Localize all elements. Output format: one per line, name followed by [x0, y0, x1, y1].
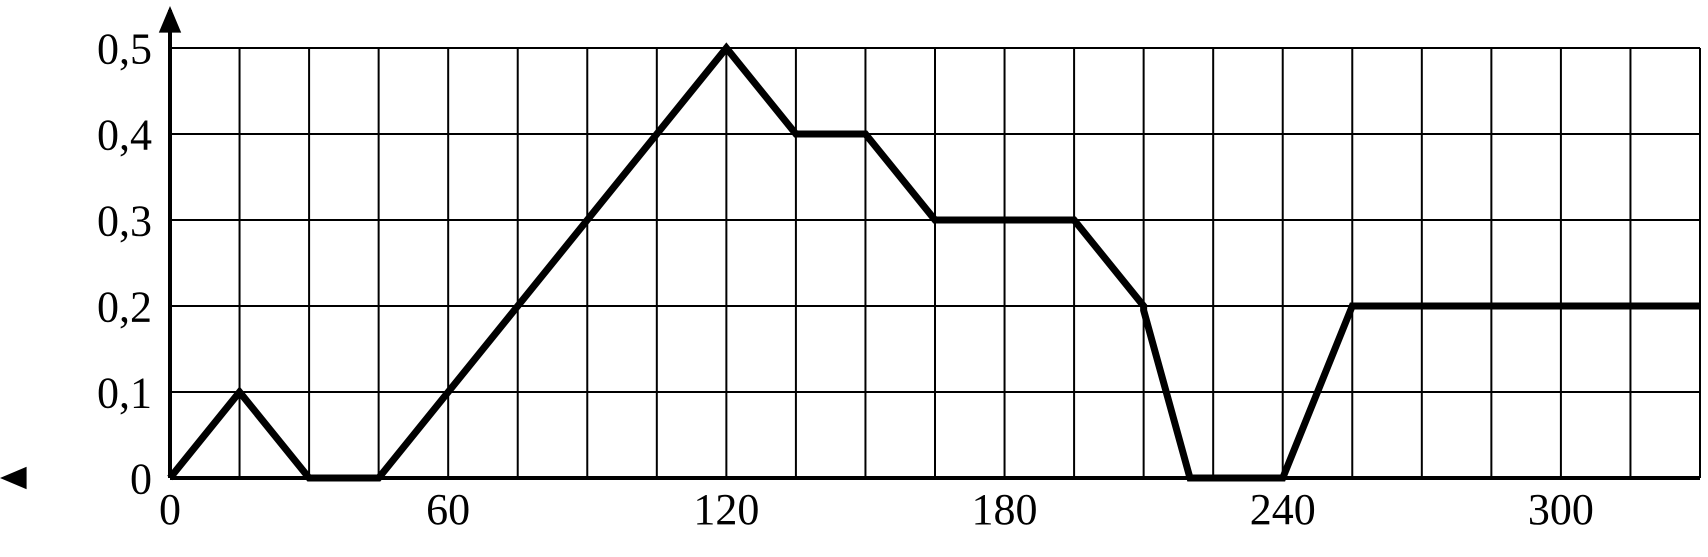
- y-tick-label: 0: [130, 454, 152, 503]
- x-tick-label: 120: [693, 485, 759, 534]
- chart-svg: 0 0,1 0,2 0,3 0,4 0,5 0 60 120 180 240 300: [0, 0, 1708, 557]
- x-tick-label: 60: [426, 485, 470, 534]
- x-tick-label: 240: [1250, 485, 1316, 534]
- y-tick-label: 0,5: [97, 24, 152, 73]
- y-tick-label: 0,2: [97, 282, 152, 331]
- x-tick-label: 0: [159, 485, 181, 534]
- y-tick-label: 0,3: [97, 196, 152, 245]
- x-tick-label: 180: [972, 485, 1038, 534]
- x-tick-label: 300: [1528, 485, 1594, 534]
- y-tick-label: 0,4: [97, 110, 152, 159]
- y-tick-label: 0,1: [97, 368, 152, 417]
- line-chart: 0 0,1 0,2 0,3 0,4 0,5 0 60 120 180 240 300: [0, 0, 1708, 557]
